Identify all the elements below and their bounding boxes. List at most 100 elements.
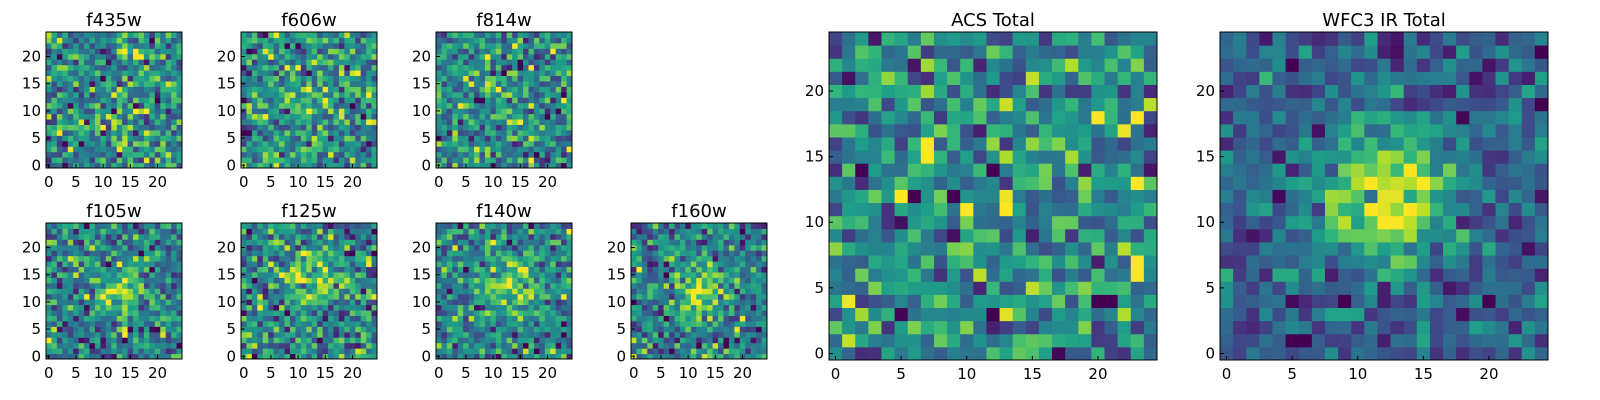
heatmap-cell — [647, 342, 654, 349]
heatmap-cell — [495, 70, 502, 77]
heatmap-cell — [474, 223, 481, 229]
heatmap-cell — [555, 293, 562, 300]
heatmap-cell — [268, 124, 275, 131]
heatmap-cell — [371, 119, 378, 125]
heatmap-cell — [133, 64, 139, 71]
heatmap-cell — [160, 337, 167, 344]
heatmap-cell — [355, 348, 362, 355]
heatmap-cell — [241, 42, 247, 49]
heatmap-cell — [512, 80, 519, 87]
heatmap-cell — [436, 151, 442, 158]
heatmap-cell — [550, 277, 557, 284]
heatmap-cell — [555, 337, 562, 344]
heatmap-cell — [1025, 333, 1040, 348]
heatmap-cell — [561, 288, 568, 295]
heatmap-cell — [501, 315, 508, 322]
heatmap-cell — [707, 266, 714, 273]
heatmap-cell — [171, 277, 178, 284]
heatmap-cell — [501, 239, 508, 246]
heatmap-cell — [829, 202, 843, 217]
heatmap-cell — [78, 135, 85, 142]
heatmap-cell — [300, 80, 307, 87]
heatmap-cell — [322, 113, 329, 120]
heatmap-cell — [1104, 163, 1119, 177]
heatmap-cell — [176, 310, 183, 316]
heatmap-cell — [1078, 241, 1092, 256]
heatmap-cell — [279, 277, 286, 284]
heatmap-cell — [328, 32, 334, 38]
heatmap-cell — [663, 353, 670, 360]
heatmap-cell — [1104, 346, 1119, 361]
heatmap-cell — [246, 277, 253, 284]
heatmap-cell — [734, 233, 741, 240]
heatmap-cell — [441, 146, 448, 153]
heatmap-cell — [56, 108, 63, 115]
heatmap-cell — [663, 223, 670, 229]
heatmap-cell — [111, 108, 118, 115]
heatmap-cell — [160, 320, 167, 327]
heatmap-cell — [349, 146, 356, 153]
heatmap-cell — [723, 353, 730, 360]
heatmap-cell — [907, 202, 922, 217]
heatmap-cell — [306, 255, 313, 262]
heatmap-cell — [295, 80, 302, 87]
heatmap-cell — [696, 239, 703, 246]
heatmap-cell — [647, 304, 654, 311]
heatmap-cell — [295, 244, 302, 251]
heatmap-cell — [506, 320, 513, 327]
heatmap-cell — [468, 135, 475, 142]
heatmap-cell — [561, 271, 568, 278]
heatmap-cell — [122, 129, 129, 136]
heatmap-cell — [333, 102, 340, 109]
heatmap-cell — [366, 282, 373, 289]
heatmap-cell — [251, 255, 258, 262]
heatmap-cell — [333, 310, 340, 316]
heatmap-cell — [506, 310, 513, 316]
heatmap-cell — [566, 37, 573, 44]
heatmap-cell — [484, 59, 491, 66]
heatmap-cell — [829, 150, 843, 164]
heatmap-cell — [829, 281, 843, 295]
heatmap-cell — [490, 86, 497, 93]
heatmap-cell — [999, 320, 1014, 335]
heatmap-cell — [484, 228, 491, 235]
heatmap-cell — [881, 346, 896, 361]
heatmap-cell — [149, 97, 156, 104]
heatmap-cell — [561, 162, 568, 169]
heatmap-cell — [490, 108, 497, 115]
heatmap-cell — [111, 37, 118, 44]
heatmap-cell — [360, 342, 367, 349]
heatmap-cell — [67, 146, 74, 153]
heatmap-cell — [690, 255, 697, 262]
heatmap-cell — [279, 337, 286, 344]
heatmap-cell — [457, 239, 464, 246]
heatmap-cell — [127, 271, 134, 278]
heatmap-cell — [707, 228, 714, 235]
heatmap-cell — [539, 59, 546, 66]
heatmap-cell — [262, 146, 269, 153]
heatmap-cell — [484, 135, 491, 142]
heatmap-cell — [171, 140, 178, 147]
heatmap-cell — [73, 271, 80, 278]
heatmap-cell — [273, 162, 280, 169]
heatmap-cell — [457, 42, 464, 49]
heatmap-cell — [306, 342, 313, 349]
heatmap-cell — [105, 32, 112, 38]
heatmap-cell — [149, 91, 156, 98]
heatmap-cell — [555, 124, 562, 131]
heatmap-cell — [539, 64, 546, 71]
heatmap-cell — [1104, 176, 1119, 190]
heatmap-cell — [533, 124, 540, 131]
heatmap-cell — [349, 250, 356, 257]
heatmap-cell — [138, 261, 145, 268]
heatmap-cell — [138, 348, 145, 355]
heatmap-cell — [344, 299, 351, 306]
heatmap-cell — [484, 53, 491, 60]
heatmap-cell — [561, 64, 568, 71]
heatmap-cell — [143, 223, 150, 229]
heatmap-cell — [517, 151, 524, 158]
heatmap-cell — [360, 32, 367, 38]
heatmap-cell — [289, 282, 296, 289]
heatmap-cell — [523, 108, 529, 115]
heatmap-cell — [723, 244, 730, 251]
